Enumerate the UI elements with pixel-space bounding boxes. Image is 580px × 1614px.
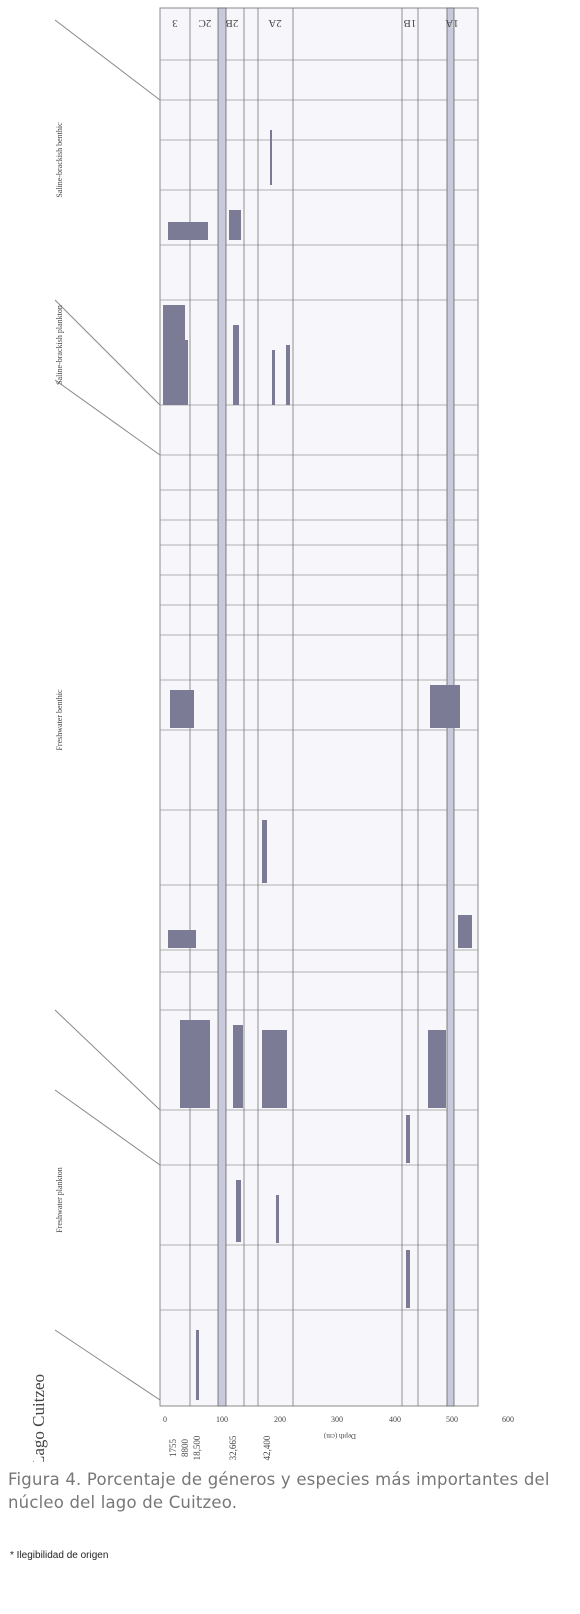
depth-tick: 200 xyxy=(274,1415,286,1424)
bars xyxy=(163,130,472,1400)
note: * Ilegibilidad de origen xyxy=(10,1550,109,1561)
age-label: 1755 xyxy=(168,1439,178,1458)
zone-label: 2A xyxy=(268,17,282,29)
caption: Figura 4. Porcentaje de géneros y especi… xyxy=(8,1470,550,1512)
depth-tick: 500 xyxy=(446,1415,458,1424)
age-label: 8800 xyxy=(180,1439,190,1458)
depth-tick: 300 xyxy=(331,1415,343,1424)
depth-tick: 0 xyxy=(163,1415,167,1424)
depth-axis-label: Depth (cm) xyxy=(323,1432,356,1440)
age-label: 42,400 xyxy=(262,1435,272,1460)
group-label: Freshwater plankton xyxy=(55,1167,64,1233)
age-label: 18,500 xyxy=(192,1435,202,1460)
zone-label: 1A xyxy=(445,17,459,29)
depth-tick: 400 xyxy=(389,1415,401,1424)
zone-label: 3 xyxy=(172,17,178,29)
figure-title: Lago Cuitzeo xyxy=(29,1374,48,1462)
zone-label: 2B xyxy=(226,17,239,29)
zone-label: 1B xyxy=(404,17,417,29)
group-label: Saline-brackish plankton xyxy=(55,305,64,385)
group-label: Freshwater benthic xyxy=(55,689,64,751)
strip-lines xyxy=(160,59,478,1311)
age-label: 32,665 xyxy=(228,1435,238,1460)
group-label: Saline-brackish benthic xyxy=(55,122,64,198)
depth-tick: 100 xyxy=(216,1415,228,1424)
zone-label: 2C xyxy=(199,17,212,29)
depth-tick: 600 xyxy=(502,1415,514,1424)
figure: 3 2C 2B 2A 1B 1A Saline-brackish benthic… xyxy=(29,7,514,1462)
plot-frame xyxy=(159,7,479,1407)
diagonal-leaders xyxy=(54,19,161,1401)
